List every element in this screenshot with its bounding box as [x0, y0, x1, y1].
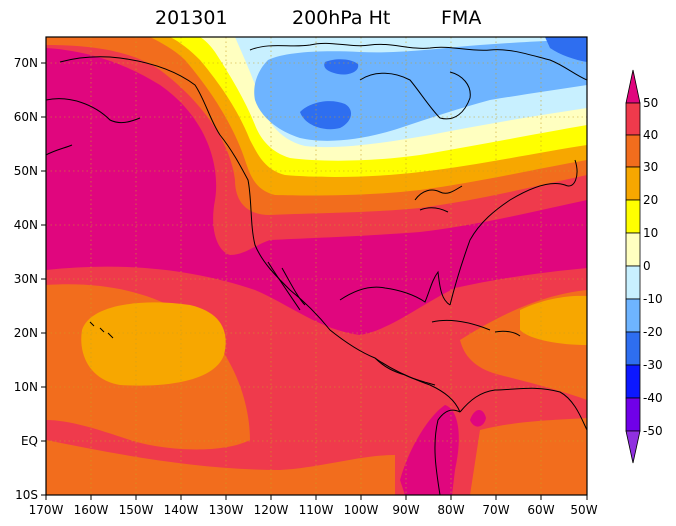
- coast-east: [449, 159, 578, 306]
- lat-label: 20N: [14, 326, 38, 340]
- colorbar-segment: [625, 232, 641, 267]
- band-20-30-south: [46, 440, 395, 495]
- lat-labels: 10S EQ 10N 20N 30N 40N 50N 60N 70N: [14, 56, 38, 502]
- colorbar-segment: [625, 298, 641, 333]
- lon-label: 150W: [119, 503, 154, 517]
- coastlines: [46, 42, 587, 495]
- colorbar-label: -20: [643, 325, 663, 339]
- colorbar-label: 30: [643, 160, 658, 174]
- lat-label: EQ: [21, 434, 38, 448]
- title-date: 201301: [155, 7, 228, 29]
- coast-hudson: [359, 71, 471, 120]
- band-lt-neg30-center2: [324, 59, 359, 75]
- coast-cuba: [431, 319, 491, 331]
- lon-label: 60W: [527, 503, 554, 517]
- lat-label: 30N: [14, 272, 38, 286]
- lat-label: 60N: [14, 110, 38, 124]
- band-neg30-neg20-north-east: [545, 37, 587, 62]
- colorbar-segment: [625, 364, 641, 399]
- band-20-30-south-east: [470, 418, 587, 495]
- colorbar-segment: [625, 331, 641, 366]
- band-lt-neg30-center: [300, 101, 352, 130]
- coast-hispaniola: [494, 330, 521, 337]
- lon-label: 110W: [299, 503, 334, 517]
- colorbar-label: -50: [643, 424, 663, 438]
- colorbar-top-arrow: [625, 69, 641, 104]
- colorbar-segment: [625, 134, 641, 168]
- coast-central-america: [374, 357, 436, 386]
- coast-greatlakes: [414, 185, 463, 213]
- colorbar-segment: [625, 102, 641, 136]
- lon-label: 70W: [482, 503, 509, 517]
- lat-label: 70N: [14, 56, 38, 70]
- lon-label: 50W: [570, 503, 597, 517]
- coast-baja: [267, 261, 306, 311]
- colorbar-label: 50: [643, 96, 658, 110]
- lon-labels: 170W 160W 150W 140W 130W 120W 110W 100W …: [29, 503, 598, 517]
- lat-label: 50N: [14, 164, 38, 178]
- lon-label: 130W: [209, 503, 244, 517]
- band-10-20-pacific: [81, 302, 226, 386]
- contour-field: [46, 37, 587, 495]
- title-season: FMA: [441, 7, 481, 29]
- figure-title: 201301 200hPa Ht FMA: [155, 7, 481, 29]
- coast-alaska: [46, 98, 141, 156]
- lon-label: 170W: [29, 503, 64, 517]
- colorbar-segment: [625, 397, 641, 432]
- graticule: [46, 37, 587, 495]
- lon-label: 80W: [437, 503, 464, 517]
- lat-label: 40N: [14, 218, 38, 232]
- colorbar-label: 40: [643, 128, 658, 142]
- lat-label: 10N: [14, 380, 38, 394]
- coast-gulf-mexico: [339, 270, 451, 306]
- colorbar-label: -30: [643, 358, 663, 372]
- colorbar-labels: 50 40 30 20 10 0 -10 -20 -30 -40 -50: [643, 96, 663, 438]
- colorbar-segment: [625, 166, 641, 201]
- coast-north-america-west: [59, 56, 461, 413]
- lon-label: 160W: [74, 503, 109, 517]
- coast-arctic: [249, 42, 587, 81]
- colorbar-label: 10: [643, 226, 658, 240]
- colorbar-segment: [625, 199, 641, 234]
- lat-label: 10S: [15, 488, 38, 502]
- colorbar-segment: [625, 265, 641, 300]
- colorbar-label: -40: [643, 391, 663, 405]
- band-above-40-andes: [470, 409, 486, 427]
- colorbar-label: 0: [643, 259, 651, 273]
- colorbar: [625, 69, 641, 464]
- colorbar-label: -10: [643, 292, 663, 306]
- band-above-40-southamerica: [400, 405, 459, 495]
- colorbar-label: 20: [643, 193, 658, 207]
- lon-label: 90W: [392, 503, 419, 517]
- colorbar-bottom-arrow: [625, 430, 641, 464]
- coast-south-america: [434, 387, 587, 495]
- title-variable: 200hPa Ht: [292, 7, 390, 29]
- coast-hawaii: [89, 321, 114, 339]
- lon-label: 120W: [254, 503, 289, 517]
- lon-label: 100W: [344, 503, 379, 517]
- axis-ticks: [41, 62, 588, 500]
- lon-label: 140W: [164, 503, 199, 517]
